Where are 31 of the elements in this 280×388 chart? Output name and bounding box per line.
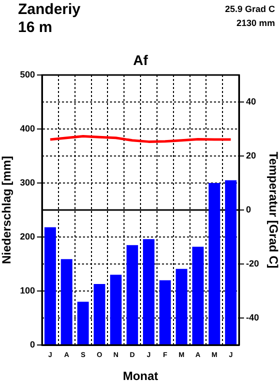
y-tick-label: 400	[20, 123, 35, 134]
bar	[60, 259, 72, 344]
y2-axis-title: Temperatur [Grad C]	[266, 152, 280, 268]
y2-tick-label: 0	[246, 204, 252, 214]
y-axis-title: Niederschlag [mm]	[0, 156, 14, 264]
bar	[176, 268, 188, 344]
y2-tick-label: -40	[246, 312, 260, 322]
bar	[208, 183, 220, 344]
text: 16 m	[18, 19, 52, 36]
text: 25.9 Grad C	[224, 4, 276, 14]
bar	[159, 280, 171, 344]
bar	[142, 239, 154, 344]
bar	[77, 302, 89, 344]
y-tick-label: 100	[20, 285, 35, 296]
bar	[94, 284, 106, 344]
y-tick-label: 200	[20, 231, 35, 242]
y2-tick-label: 40	[246, 96, 256, 106]
bar	[110, 274, 122, 344]
text: 2130 mm	[236, 18, 275, 28]
y-tick-label: 300	[20, 177, 35, 188]
x-axis-title: Monat	[122, 369, 158, 384]
text: Zanderiy	[18, 1, 82, 18]
chart-title: Af	[133, 52, 148, 68]
y2-tick-label: 20	[246, 150, 256, 160]
y-tick-label: 0	[30, 339, 35, 350]
bar	[126, 245, 138, 344]
bar	[225, 180, 237, 344]
y-tick-label: 500	[20, 69, 35, 80]
bar	[44, 227, 56, 344]
y2-tick-label: -20	[246, 258, 260, 268]
bar	[192, 246, 204, 344]
